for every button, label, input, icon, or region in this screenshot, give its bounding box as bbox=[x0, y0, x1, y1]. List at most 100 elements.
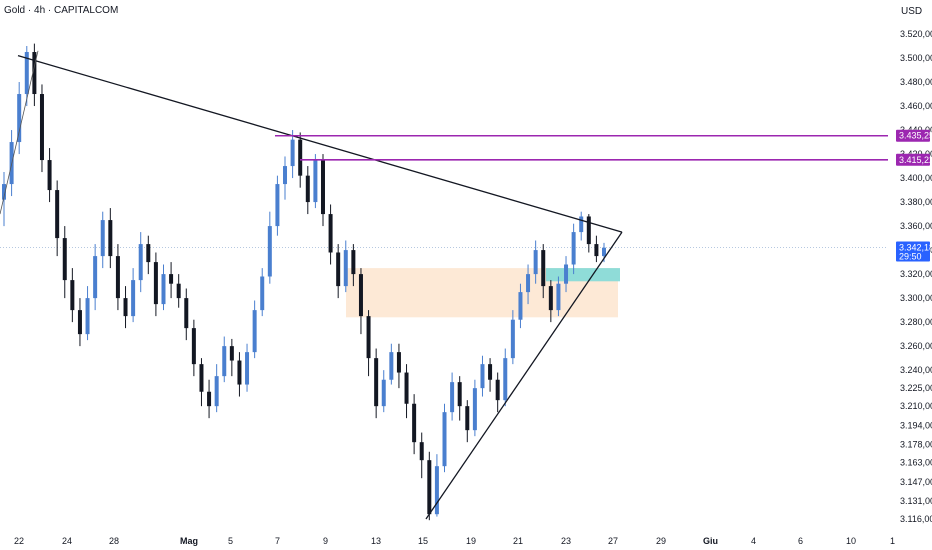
price-axis[interactable]: 3.520,003.500,003.480,003.460,003.440,00… bbox=[896, 29, 932, 524]
candle-body bbox=[457, 382, 462, 407]
candle bbox=[465, 400, 470, 443]
candle-body bbox=[328, 214, 333, 253]
time-tick-label: 5 bbox=[228, 536, 233, 546]
candle-body bbox=[396, 352, 401, 373]
candle bbox=[153, 252, 158, 317]
currency-label: USD bbox=[901, 6, 923, 17]
candle bbox=[176, 274, 181, 308]
time-tick-label: 1 bbox=[890, 536, 895, 546]
price-tick-label: 3.380,00 bbox=[900, 197, 932, 207]
time-tick-label: 10 bbox=[846, 536, 856, 546]
candle bbox=[199, 358, 204, 407]
candle-body bbox=[320, 160, 325, 215]
candle-body bbox=[32, 52, 37, 95]
candle bbox=[47, 148, 52, 203]
candle-body bbox=[434, 466, 439, 515]
candle bbox=[351, 244, 356, 287]
candle-body bbox=[77, 310, 82, 335]
candle-body bbox=[594, 244, 599, 257]
time-tick-label: 6 bbox=[798, 536, 803, 546]
candle bbox=[245, 343, 250, 392]
candle-body bbox=[427, 460, 432, 515]
candle-body bbox=[184, 298, 189, 329]
candle bbox=[283, 156, 288, 200]
time-tick-label: 19 bbox=[466, 536, 476, 546]
candle-body bbox=[267, 226, 272, 277]
candle-body bbox=[374, 358, 379, 407]
candle bbox=[138, 232, 143, 293]
candle bbox=[161, 264, 166, 311]
time-tick-label: 9 bbox=[323, 536, 328, 546]
price-tick-label: 3.225,00 bbox=[900, 383, 932, 393]
candle-body bbox=[381, 379, 386, 407]
price-tick-label: 3.240,00 bbox=[900, 365, 932, 375]
candle-body bbox=[419, 442, 424, 461]
candle bbox=[533, 240, 538, 284]
price-tag-label: 3.435,25 bbox=[899, 131, 932, 141]
time-axis[interactable]: 22 24 28 Mag 5 7 9 13 15 19 21 23 27 29 Giu 4 6 10 1 bbox=[14, 536, 895, 546]
steep-trendline bbox=[0, 50, 39, 215]
candle bbox=[169, 262, 174, 299]
time-tick-label: Giu bbox=[703, 536, 718, 546]
time-tick-label: 27 bbox=[608, 536, 618, 546]
candle bbox=[100, 211, 105, 269]
candle bbox=[366, 310, 371, 377]
candle-body bbox=[85, 298, 90, 335]
candle-body bbox=[298, 139, 303, 176]
price-tick-label: 3.300,00 bbox=[900, 293, 932, 303]
candle bbox=[290, 130, 295, 179]
candle bbox=[442, 403, 447, 473]
candle bbox=[488, 358, 493, 392]
candle bbox=[24, 46, 29, 107]
price-tick-label: 3.147,00 bbox=[900, 477, 932, 487]
candle-body bbox=[252, 310, 257, 353]
candle-body bbox=[290, 139, 295, 167]
candle-body bbox=[275, 184, 280, 227]
candle bbox=[427, 451, 432, 521]
candle bbox=[275, 175, 280, 236]
candle-body bbox=[533, 250, 538, 275]
candle bbox=[32, 43, 37, 107]
candle bbox=[191, 319, 196, 377]
candle bbox=[207, 379, 212, 419]
candle bbox=[237, 352, 242, 397]
candle bbox=[396, 343, 401, 389]
candle-body bbox=[146, 244, 151, 263]
candle bbox=[184, 288, 189, 341]
candle bbox=[260, 268, 265, 317]
candle bbox=[146, 235, 151, 275]
candle-body bbox=[24, 52, 29, 95]
candle bbox=[381, 370, 386, 413]
candle bbox=[579, 211, 584, 241]
level-price-tag bbox=[896, 129, 930, 142]
time-tick-label: 15 bbox=[418, 536, 428, 546]
candle bbox=[328, 204, 333, 265]
candle bbox=[480, 355, 485, 397]
candle bbox=[62, 226, 67, 299]
candle-body bbox=[510, 319, 515, 359]
candle-body bbox=[283, 166, 288, 185]
candle-body bbox=[586, 216, 591, 245]
candle-body bbox=[260, 276, 265, 311]
candle-body bbox=[336, 252, 341, 287]
candle-body bbox=[70, 280, 75, 311]
candle-body bbox=[229, 346, 234, 361]
candle-body bbox=[93, 256, 98, 299]
candle bbox=[2, 172, 6, 227]
price-tick-label: 3.400,00 bbox=[900, 173, 932, 183]
candle-body bbox=[108, 220, 113, 257]
price-tick-label: 3.280,00 bbox=[900, 317, 932, 327]
candle bbox=[313, 154, 318, 209]
candle bbox=[434, 454, 439, 517]
candle-body bbox=[480, 364, 485, 389]
price-tick-label: 3.460,00 bbox=[900, 101, 932, 111]
candle-body bbox=[503, 358, 508, 401]
candle bbox=[450, 372, 455, 421]
candle-body bbox=[313, 160, 318, 203]
candle-body bbox=[222, 346, 227, 377]
candle-body bbox=[62, 238, 67, 281]
candle-body bbox=[176, 283, 181, 299]
candle-body bbox=[191, 328, 196, 365]
candle bbox=[77, 298, 82, 347]
